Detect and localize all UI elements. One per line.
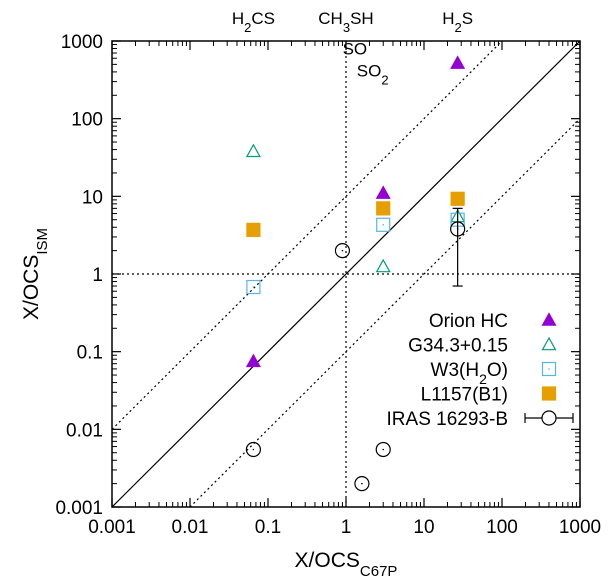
data-point-series-1 (245, 143, 261, 158)
data-point-series-0 (450, 55, 466, 69)
legend-symbol-3 (541, 386, 557, 401)
x-tick-label: 1 (341, 517, 352, 538)
legend-label-3: L1157(B1) (421, 385, 508, 406)
data-point-series-4-dot (382, 448, 385, 451)
reference-lines (112, 41, 580, 507)
ticks: 0.001 0.01 0.1 1 10 100 1000 0.001 0.01 0.1 1 10 100… (55, 32, 601, 538)
reference-line-ratio-0 (112, 41, 580, 507)
top-label-1: CH3SH (318, 9, 373, 35)
data-point-series-3 (376, 201, 391, 216)
x-tick-label: 1000 (559, 517, 601, 538)
data-point-series-4 (354, 476, 370, 492)
top-label-2: H2S (442, 9, 473, 35)
legend-label-2: W3(H2O) (431, 360, 508, 387)
legend-symbol-2 (541, 361, 557, 377)
plot-frame (111, 40, 581, 508)
data-point-series-4-dot (341, 249, 344, 252)
annotation-0: SO (343, 40, 368, 59)
x-tick-label: 0.001 (88, 517, 136, 538)
y-tick-label: 0.1 (77, 343, 103, 364)
y-tick-label: 1 (92, 265, 103, 286)
x-tick-label: 100 (486, 517, 518, 538)
data-point-series-4 (450, 221, 466, 237)
data-point-series-2 (246, 279, 261, 295)
reference-line-ratio-2 (189, 118, 580, 507)
annotation-1: SO2 (357, 61, 389, 87)
y-tick-label: 0.001 (55, 498, 103, 519)
y-tick-label: 0.01 (66, 420, 103, 441)
y-axis-title: X/OCSISM (20, 228, 51, 320)
y-tick-label: 100 (71, 110, 103, 131)
data-point-series-0 (375, 185, 391, 199)
data-point-series-4-dot (252, 448, 255, 451)
data-point-series-3 (450, 191, 465, 206)
data-point-series-3 (246, 222, 261, 237)
data-point-series-2-dot (252, 286, 255, 288)
legend-symbol-4 (541, 410, 557, 426)
legend-label-0: Orion HC (429, 311, 508, 332)
legend: Orion HC G34.3+0.15 W3(H2O)L1157(B1) IRAS 1… (387, 311, 574, 430)
data-points (245, 55, 466, 492)
legend-symbol-1 (541, 336, 557, 351)
data-point-series-4 (245, 441, 262, 458)
legend-symbol-0 (541, 312, 557, 326)
data-point-series-4 (334, 243, 351, 259)
x-axis-title: X/OCSC67P (295, 549, 398, 580)
legend-label-4: IRAS 16293-B (387, 409, 508, 430)
data-point-series-4-dot (361, 482, 363, 485)
top-label-0: H2CS (232, 9, 275, 35)
x-tick-label: 0.01 (172, 517, 209, 538)
reference-line-ratio-1 (112, 41, 503, 430)
legend-symbol-2-dot (548, 368, 550, 370)
y-tick-label: 10 (82, 187, 103, 208)
data-point-series-0 (245, 353, 261, 368)
data-point-series-2-dot (382, 224, 385, 226)
data-point-series-1 (375, 258, 391, 273)
data-point-series-2 (376, 217, 391, 232)
y-tick-label: 1000 (61, 32, 103, 53)
data-point-series-4-dot (456, 228, 459, 230)
x-tick-label: 10 (413, 517, 434, 538)
x-tick-label: 0.1 (255, 517, 281, 538)
legend-label-1: G34.3+0.15 (408, 336, 508, 357)
data-point-series-4 (375, 441, 391, 458)
